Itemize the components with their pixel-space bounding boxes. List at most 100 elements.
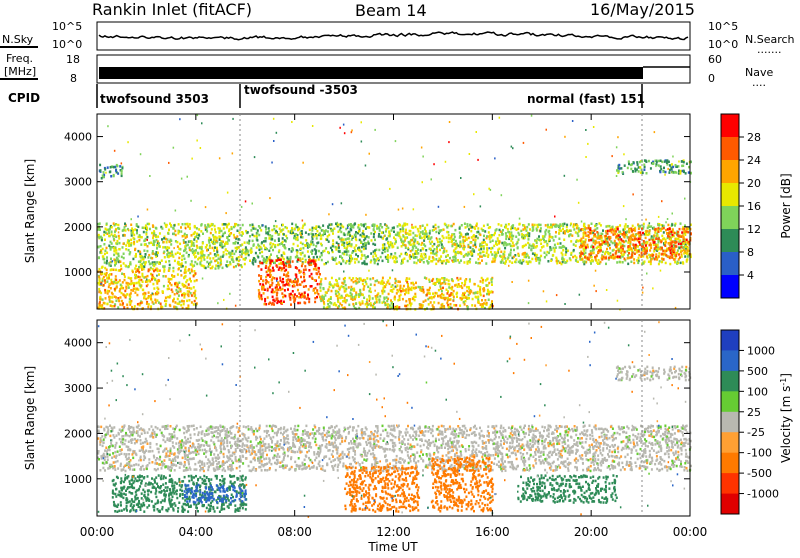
- range-gate-cell: [258, 295, 260, 298]
- range-gate-cell: [156, 280, 158, 283]
- range-gate-cell: [156, 287, 158, 290]
- range-gate-cell: [656, 258, 658, 261]
- range-gate-cell: [644, 252, 646, 255]
- range-gate-cell: [513, 256, 515, 259]
- range-gate-cell: [226, 236, 228, 239]
- range-gate-cell: [374, 290, 376, 292]
- range-gate-cell: [422, 156, 424, 158]
- range-gate-cell: [192, 265, 194, 268]
- noise-sky-label: N.Sky: [2, 33, 34, 46]
- range-gate-cell: [147, 245, 149, 248]
- range-gate-cell: [133, 288, 135, 291]
- range-gate-cell: [448, 234, 450, 237]
- range-gate-cell: [507, 256, 509, 259]
- range-gate-cell: [155, 301, 157, 304]
- range-gate-cell: [497, 237, 499, 240]
- range-gate-cell: [180, 270, 182, 272]
- range-gate-cell: [453, 296, 455, 299]
- range-gate-cell: [444, 223, 446, 226]
- range-gate-cell: [370, 283, 372, 286]
- range-gate-cell: [680, 262, 682, 265]
- range-gate-cell: [654, 131, 656, 133]
- range-gate-cell: [114, 261, 116, 264]
- range-gate-cell: [650, 263, 652, 266]
- range-gate-cell: [272, 276, 274, 279]
- range-gate-cell: [130, 289, 132, 292]
- range-gate-cell: [504, 251, 506, 254]
- range-gate-cell: [658, 252, 660, 255]
- range-gate-cell: [300, 234, 302, 236]
- range-gate-cell: [279, 277, 281, 280]
- range-gate-cell: [584, 241, 586, 244]
- range-gate-cell: [410, 250, 412, 253]
- range-gate-cell: [304, 255, 306, 258]
- velocity-data: [97, 320, 692, 518]
- range-gate-cell: [244, 263, 246, 266]
- range-gate-cell: [113, 174, 115, 177]
- range-gate-cell: [124, 295, 126, 298]
- range-gate-cell: [515, 243, 517, 246]
- range-gate-cell: [323, 288, 325, 291]
- range-gate-cell: [116, 285, 118, 288]
- range-gate-cell: [587, 244, 589, 247]
- range-gate-cell: [152, 250, 154, 253]
- range-gate-cell: [209, 263, 211, 266]
- noise-left-tick-bottom: 10^0: [52, 38, 82, 51]
- scatter-band: [97, 268, 198, 311]
- range-gate-cell: [540, 243, 542, 246]
- range-gate-cell: [406, 281, 408, 284]
- range-gate-cell: [304, 301, 306, 304]
- range-gate-cell: [344, 277, 346, 280]
- range-gate-cell: [448, 141, 450, 143]
- range-gate-cell: [653, 234, 655, 237]
- range-gate-cell: [463, 301, 465, 304]
- range-gate-cell: [409, 230, 411, 233]
- range-gate-cell: [260, 246, 262, 249]
- range-gate-cell: [548, 238, 550, 241]
- range-gate-cell: [626, 230, 628, 233]
- range-gate-cell: [178, 223, 180, 226]
- range-gate-cell: [253, 235, 255, 238]
- range-gate-cell: [282, 237, 284, 240]
- range-gate-cell: [453, 223, 455, 226]
- range-gate-cell: [168, 232, 170, 235]
- range-gate-cell: [469, 246, 471, 249]
- range-gate-cell: [377, 263, 379, 266]
- range-gate-cell: [476, 131, 478, 133]
- range-gate-cell: [481, 259, 483, 262]
- range-gate-cell: [141, 273, 143, 276]
- range-gate-cell: [273, 118, 275, 120]
- range-gate-cell: [616, 146, 618, 148]
- range-gate-cell: [382, 289, 384, 292]
- range-gate-cell: [488, 247, 490, 249]
- range-gate-cell: [318, 258, 320, 261]
- range-gate-cell: [666, 233, 668, 235]
- range-gate-cell: [322, 229, 324, 232]
- range-gate-cell: [631, 230, 633, 233]
- range-gate-cell: [585, 156, 587, 158]
- range-gate-cell: [163, 268, 165, 271]
- range-gate-cell: [208, 237, 210, 240]
- range-gate-cell: [189, 249, 191, 252]
- range-gate-cell: [634, 238, 636, 241]
- range-gate-cell: [147, 223, 149, 226]
- noise-right-tick-top: 10^5: [708, 20, 738, 33]
- range-gate-cell: [115, 249, 117, 252]
- range-gate-cell: [221, 230, 223, 233]
- range-gate-cell: [612, 249, 614, 252]
- range-gate-cell: [677, 234, 679, 237]
- range-gate-cell: [372, 297, 374, 300]
- range-gate-cell: [544, 256, 546, 259]
- range-gate-cell: [346, 294, 348, 297]
- range-gate-cell: [453, 304, 455, 307]
- range-gate-cell: [107, 166, 109, 169]
- range-gate-cell: [177, 261, 179, 264]
- range-gate-cell: [272, 296, 274, 299]
- range-gate-cell: [361, 246, 363, 249]
- range-gate-cell: [624, 258, 626, 260]
- range-gate-cell: [316, 234, 318, 237]
- range-gate-cell: [439, 285, 441, 288]
- range-gate-cell: [295, 266, 297, 269]
- range-gate-cell: [488, 290, 490, 293]
- range-gate-cell: [271, 229, 273, 232]
